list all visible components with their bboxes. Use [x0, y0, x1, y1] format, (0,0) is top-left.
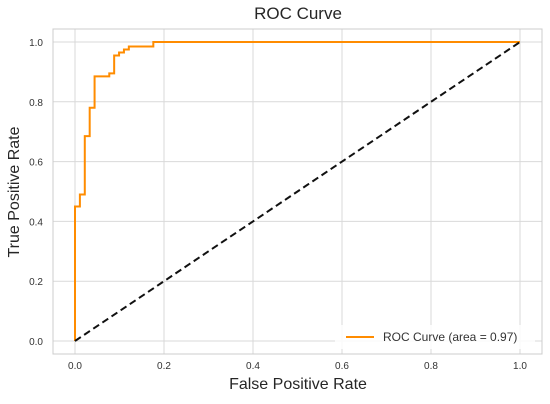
y-tick-label: 1.0 — [29, 38, 43, 49]
legend-label: ROC Curve (area = 0.97) — [383, 330, 517, 344]
x-tick-label: 0.8 — [424, 361, 438, 372]
plot-frame — [52, 28, 543, 355]
x-tick-label: 0.2 — [157, 361, 171, 372]
y-tick-label: 0.4 — [29, 217, 43, 228]
y-tick-label: 0.8 — [29, 98, 43, 109]
chance-diagonal-line — [74, 41, 521, 342]
roc-curve-line — [74, 41, 520, 341]
chart-title: ROC Curve — [254, 4, 342, 23]
x-tick-label: 0.0 — [68, 361, 82, 372]
x-tick-label: 0.4 — [246, 361, 260, 372]
x-axis-label: False Positive Rate — [229, 376, 367, 393]
legend: ROC Curve (area = 0.97) — [335, 325, 535, 349]
x-tick-label: 0.6 — [335, 361, 349, 372]
y-tick-label: 0.0 — [29, 337, 43, 348]
y-tick-label: 0.2 — [29, 277, 43, 288]
y-axis-label: True Positive Rate — [6, 126, 23, 257]
x-tick-label: 1.0 — [513, 361, 527, 372]
grid-layer — [53, 29, 542, 354]
tick-layer: 0.0 0.2 0.4 0.6 0.8 1.0 0.0 0.2 0.4 0.6 0.8 1.0 — [29, 38, 527, 372]
y-tick-label: 0.6 — [29, 158, 43, 169]
series-layer — [74, 41, 521, 342]
